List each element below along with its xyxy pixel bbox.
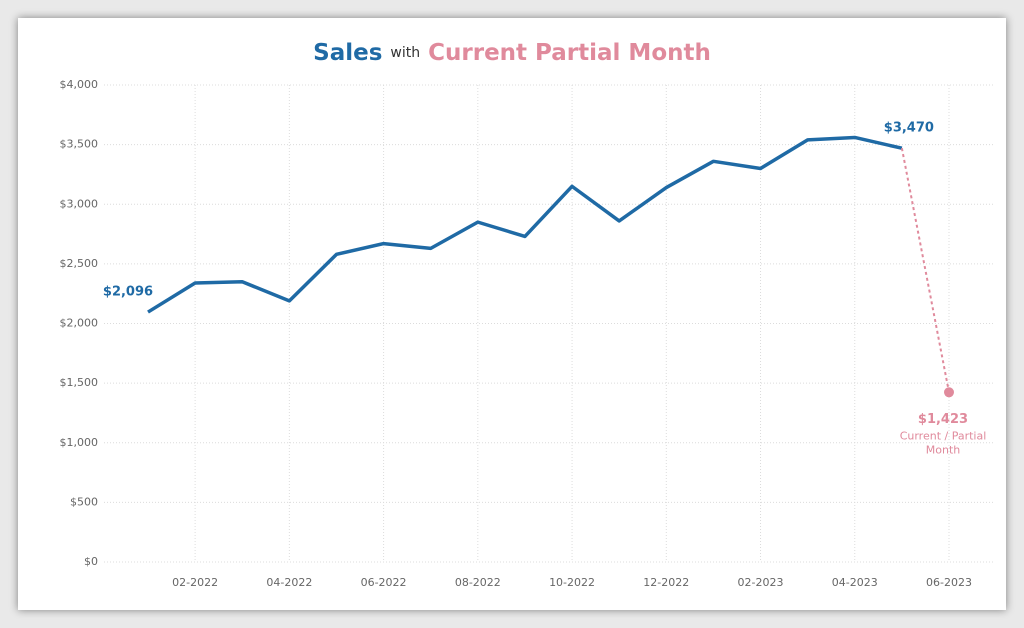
annotation: Month [926, 443, 961, 456]
y-tick-label: $3,500 [60, 138, 99, 151]
title-sales: Sales [313, 40, 382, 66]
title-partial: Current Partial Month [428, 40, 711, 66]
title-connector: with [390, 45, 420, 61]
x-tick-label: 04-2023 [832, 576, 878, 589]
chart-title: Sales with Current Partial Month [313, 40, 711, 66]
x-tick-label: 10-2022 [549, 576, 595, 589]
partial-line [900, 148, 950, 393]
chart-card [18, 18, 1006, 610]
y-tick-label: $500 [70, 495, 98, 508]
y-tick-label: $1,000 [60, 436, 99, 449]
y-tick-label: $0 [84, 555, 98, 568]
x-tick-label: 02-2022 [172, 576, 218, 589]
y-tick-label: $3,000 [60, 197, 99, 210]
x-tick-label: 02-2023 [738, 576, 784, 589]
y-tick-label: $2,000 [60, 317, 99, 330]
x-tick-label: 04-2022 [266, 576, 312, 589]
value-label: $1,423 [918, 412, 968, 427]
y-tick-label: $2,500 [60, 257, 99, 270]
value-label: $3,470 [884, 121, 934, 136]
x-tick-label: 12-2022 [643, 576, 689, 589]
y-tick-label: $1,500 [60, 376, 99, 389]
x-tick-label: 06-2022 [361, 576, 407, 589]
value-label: $2,096 [103, 285, 153, 300]
y-tick-label: $4,000 [60, 78, 99, 91]
x-tick-label: 08-2022 [455, 576, 501, 589]
partial-point [944, 387, 954, 398]
x-tick-label: 06-2023 [926, 576, 972, 589]
annotation: Current / Partial [900, 429, 987, 442]
sales-line [147, 135, 903, 314]
